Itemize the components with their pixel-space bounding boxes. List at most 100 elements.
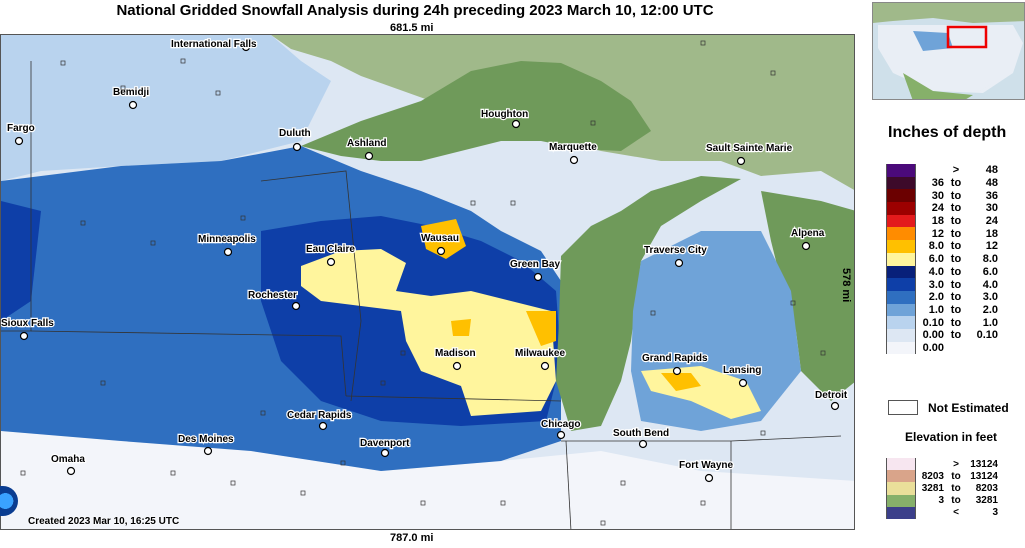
lake-michigan — [556, 176, 741, 431]
legend-to: 3 — [992, 507, 998, 519]
station-marker — [510, 200, 516, 206]
legend-row: 3281 to 8203 — [886, 482, 998, 495]
city-label: Detroit — [815, 390, 848, 401]
city-label: Traverse City — [644, 245, 707, 256]
city-label: Milwaukee — [515, 348, 565, 359]
city-marker-icon — [292, 142, 302, 152]
legend-row: 8.0 to 12 — [886, 240, 998, 253]
legend-swatch — [886, 482, 916, 495]
legend-operator: to — [950, 227, 962, 240]
legend-row: 3.0 to 4.0 — [886, 278, 998, 291]
legend-operator: to — [950, 240, 962, 253]
elevation-legend-title: Elevation in feet — [905, 430, 998, 444]
city-label: Houghton — [481, 109, 528, 120]
city-marker-icon — [436, 246, 446, 256]
station-marker — [590, 120, 596, 126]
milwaukee-orange — [526, 311, 556, 346]
station-marker — [500, 500, 506, 506]
city-marker-icon — [704, 473, 714, 483]
legend-row: 4.0 to 6.0 — [886, 265, 998, 279]
top-scale-label: 681.5 mi — [390, 22, 434, 34]
legend-swatch — [886, 176, 916, 190]
legend-operator: < — [953, 507, 959, 519]
station-marker — [215, 90, 221, 96]
city-marker-icon — [556, 430, 566, 440]
city-label: International Falls — [171, 39, 257, 50]
legend-to: 30 — [985, 202, 998, 215]
legend-swatch — [886, 303, 916, 317]
legend-row: 0.10 to 1.0 — [886, 316, 998, 329]
legend-operator: to — [951, 495, 961, 507]
legend-from: 12 — [931, 227, 944, 240]
city-label: Davenport — [360, 438, 410, 449]
city-label: Grand Rapids — [642, 353, 708, 364]
station-marker — [80, 220, 86, 226]
city-label: Minneapolis — [198, 234, 256, 245]
station-marker — [790, 300, 796, 306]
legend-operator: to — [950, 189, 962, 202]
city-marker-icon — [738, 378, 748, 388]
legend-swatch — [886, 328, 916, 342]
legend-swatch — [886, 290, 916, 304]
legend-from: 2.0 — [928, 291, 944, 304]
city-marker-icon — [672, 366, 682, 376]
city-marker-icon — [326, 257, 336, 267]
city-label: Lansing — [723, 365, 761, 376]
station-marker — [260, 410, 266, 416]
city-marker-icon — [452, 361, 462, 371]
legend-operator: to — [950, 177, 962, 190]
station-marker — [120, 85, 126, 91]
legend-row: 24 to 30 — [886, 202, 998, 215]
noaa-logo — [0, 486, 18, 516]
city-marker-icon — [801, 241, 811, 251]
legend-row: 0.00 — [886, 341, 998, 355]
legend-operator: to — [951, 470, 961, 482]
city-label: Marquette — [549, 142, 597, 153]
city-label: Chicago — [541, 419, 580, 430]
legend-row: 3 to 3281 — [886, 494, 998, 507]
legend-swatch — [886, 506, 916, 519]
inset-snow — [913, 31, 953, 51]
legend-from: 0.00 — [922, 329, 944, 342]
legend-to: 3281 — [975, 495, 998, 507]
station-marker — [760, 430, 766, 436]
legend-swatch — [886, 458, 916, 471]
legend-swatch — [886, 164, 916, 177]
legend-operator: > — [952, 164, 960, 177]
legend-operator: to — [950, 215, 962, 228]
station-marker — [820, 350, 826, 356]
legend-from: 3.0 — [928, 278, 944, 291]
legend-row: >13124 — [886, 458, 998, 471]
legend-from: 0.10 — [922, 316, 944, 329]
legend-from: 4.0 — [928, 265, 944, 278]
not-estimated-legend: Not Estimated — [888, 400, 1009, 415]
light-snow-north — [1, 35, 331, 181]
station-marker — [400, 350, 406, 356]
station-marker — [470, 200, 476, 206]
city-marker-icon — [203, 446, 213, 456]
legend-row: 2.0 to 3.0 — [886, 290, 998, 304]
legend-to: 0.10 — [976, 329, 998, 342]
legend-operator: to — [950, 316, 962, 329]
legend-row: >48 — [886, 164, 998, 177]
conus-inset-map[interactable] — [872, 2, 1025, 100]
legend-swatch — [886, 240, 916, 253]
city-label: Duluth — [279, 128, 311, 139]
legend-from: 3281 — [921, 482, 944, 494]
station-marker — [230, 480, 236, 486]
legend-operator: to — [950, 278, 962, 291]
grand-rapids-orange — [661, 373, 701, 391]
station-marker — [170, 470, 176, 476]
legend-to: 2.0 — [982, 303, 998, 316]
legend-swatch — [886, 252, 916, 266]
bottom-scale-label: 787.0 mi — [390, 532, 434, 544]
station-marker — [650, 310, 656, 316]
station-marker — [240, 215, 246, 221]
legend-title: Inches of depth — [888, 124, 1007, 141]
legend-to: 6.0 — [982, 265, 998, 278]
legend-to: 8203 — [975, 482, 998, 494]
station-marker — [300, 490, 306, 496]
inset-mexico — [903, 73, 993, 99]
legend-operator: to — [950, 253, 962, 266]
snowfall-map[interactable]: International Falls Bemidji Fargo Duluth Ash… — [0, 34, 855, 530]
